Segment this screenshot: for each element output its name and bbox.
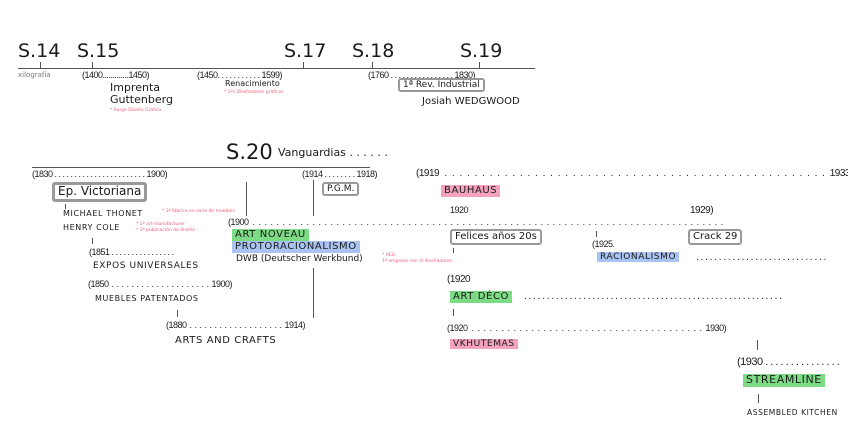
wedgwood-label: Josiah WEDGWOOD [422,96,520,107]
xilografia-label: xilografía [18,71,51,79]
connector [313,180,314,216]
connector [177,310,178,317]
note-dwb-1: * AEG [382,253,396,258]
century-s17: S.17 [284,40,327,62]
range-1919-1933: (1919 . . . . . . . . . . . . . . . . . … [416,168,848,179]
century-s18: S.18 [352,40,395,62]
art-deco-label: ART DÉCO [450,291,513,303]
racionalismo-label: RACIONALISMO [597,252,680,263]
victoriana-box: Ep. Victoriana [52,182,148,202]
range-1450-1599: (1450. . . . . . . . . . . 1599) [197,70,283,80]
range-1920-1930: (1920 . . . . . . . . . . . . . . . . . … [447,323,727,333]
range-1400-1450: (1400.............1450) [82,70,150,80]
tick [479,62,480,68]
connector [246,182,247,216]
range-1900: (1900 . . . . . . . . . . . . . . . . . … [228,217,723,227]
connector [758,394,759,403]
connector [596,231,597,237]
note-guttenberg: * Surge Diseño Gráfico [110,108,162,113]
bauhaus-label: BAUHAUS [441,185,501,197]
tick [303,62,304,68]
note-cole-2: * 1ª publicación de diseño [136,228,196,233]
dwb-label: DWB (Deutscher Werkbund) [236,254,363,264]
expos-label: EXPOS UNIVERSALES [93,261,199,271]
connector [313,268,314,318]
top-axis-line [18,68,535,69]
range-1914-1918: (1914 . . . . . . . . 1918) [302,169,378,179]
s20-axis-line [32,167,370,168]
art-deco-dots: . . . . . . . . . . . . . . . . . . . . … [524,291,782,302]
cole-label: HENRY COLE [63,223,120,232]
connector [65,204,66,209]
range-1930: (1930 . . . . . . . . . . . . . . . [737,356,840,368]
note-thonet: * 1ª fábrica en serie de muebles [162,209,235,214]
century-s15: S.15 [77,40,120,62]
felices-20s-box: Felices años 20s [450,229,542,245]
range-1851: (1851 . . . . . . . . . . . . . . . . [89,247,174,257]
range-1760-1830: (1760 . . . . . . . . . . . . . . . . 18… [368,70,476,80]
renacimiento-label: Renacimiento [225,79,280,88]
muebles-label: MUEBLES PATENTADOS [95,294,199,303]
range-1920-a: (1920 [447,274,471,285]
tick [92,62,93,68]
range-1925: (1925. [592,239,615,249]
range-1880-1914: (1880 . . . . . . . . . . . . . . . . . … [166,320,306,330]
range-1830-1900: (1830 . . . . . . . . . . . . . . . . . … [32,169,168,179]
vanguardias-label: Vanguardias . . . . . . [278,146,388,159]
kitchen-label: ASSEMBLED KITCHEN [747,408,838,417]
connector [92,238,93,244]
streamline-label: STREAMLINE [743,373,825,387]
connector [757,340,758,350]
year-1920: 1920 [450,205,469,215]
tick [40,62,41,68]
note-renacimiento: * 1ºs Diseñadores gráficos [224,90,284,95]
art-noveau-label: ART NOVEAU [232,229,309,241]
protoracionalismo-label: PROTORACIONALISMO [232,241,360,253]
pgm-box: P.G.M. [322,182,360,197]
arts-crafts-label: ARTS AND CRAFTS [175,335,277,346]
guttenberg-label: Guttenberg [110,93,173,106]
range-1850-1900: (1850 . . . . . . . . . . . . . . . . . … [88,279,233,289]
century-s14: S.14 [18,40,61,62]
century-s19: S.19 [460,40,503,62]
crack-29-box: Crack 29 [688,229,743,245]
year-1929: 1929) [690,205,714,216]
s20-title: S.20 [226,140,273,164]
note-cole-1: * 1º art-manufacturer [136,222,185,227]
connector [453,248,454,253]
connector [453,309,454,316]
tick [372,62,373,68]
rev-industrial-box: 1ª Rev. Industrial [398,78,485,93]
note-dwb-2: 1ª empresa con di diseñadores [382,259,452,264]
thonet-label: MICHAEL THONET [63,209,143,218]
vkhutemas-label: VKHUTEMAS [450,339,518,350]
racionalismo-dots: . . . . . . . . . . . . . . . . . . . . … [696,252,826,263]
imprenta-label: Imprenta [110,81,161,94]
